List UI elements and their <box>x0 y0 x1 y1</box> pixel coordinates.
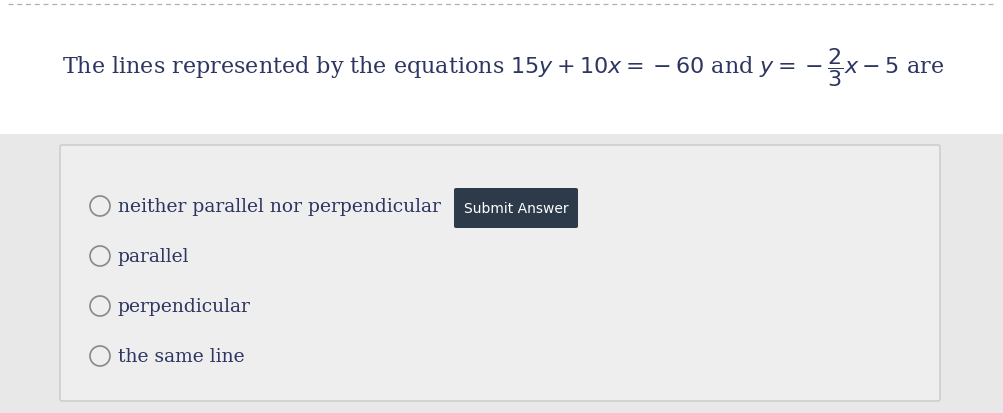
Circle shape <box>90 296 110 316</box>
Text: neither parallel nor perpendicular: neither parallel nor perpendicular <box>118 197 440 216</box>
Circle shape <box>90 346 110 366</box>
FancyBboxPatch shape <box>453 189 578 228</box>
Circle shape <box>90 247 110 266</box>
FancyBboxPatch shape <box>60 146 939 401</box>
Text: The lines represented by the equations $15y + 10x = -60$ and $y = -\dfrac{2}{3}x: The lines represented by the equations $… <box>62 46 943 89</box>
Text: perpendicular: perpendicular <box>118 297 251 315</box>
Circle shape <box>90 197 110 216</box>
Text: the same line: the same line <box>118 347 245 365</box>
Text: Submit Answer: Submit Answer <box>463 202 568 216</box>
FancyBboxPatch shape <box>0 0 1003 135</box>
Text: parallel: parallel <box>118 247 190 266</box>
